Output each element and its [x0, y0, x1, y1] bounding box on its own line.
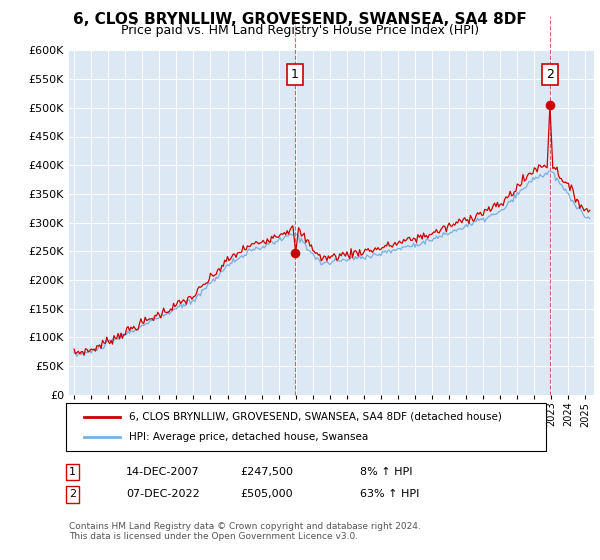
Point [545, 100, 555, 109]
Text: 8% ↑ HPI: 8% ↑ HPI [360, 467, 413, 477]
Text: 1: 1 [69, 467, 76, 477]
Text: 1: 1 [291, 68, 299, 81]
Text: 2: 2 [546, 68, 554, 81]
Point [290, 248, 300, 257]
Text: 14-DEC-2007: 14-DEC-2007 [126, 467, 200, 477]
Text: HPI: Average price, detached house, Swansea: HPI: Average price, detached house, Swan… [129, 432, 368, 442]
Text: 63% ↑ HPI: 63% ↑ HPI [360, 489, 419, 500]
Text: Contains HM Land Registry data © Crown copyright and database right 2024.
This d: Contains HM Land Registry data © Crown c… [69, 522, 421, 542]
Text: £247,500: £247,500 [240, 467, 293, 477]
Text: Price paid vs. HM Land Registry's House Price Index (HPI): Price paid vs. HM Land Registry's House … [121, 24, 479, 37]
Text: 6, CLOS BRYNLLIW, GROVESEND, SWANSEA, SA4 8DF (detached house): 6, CLOS BRYNLLIW, GROVESEND, SWANSEA, SA… [129, 412, 502, 422]
Text: 6, CLOS BRYNLLIW, GROVESEND, SWANSEA, SA4 8DF: 6, CLOS BRYNLLIW, GROVESEND, SWANSEA, SA… [73, 12, 527, 27]
Text: 2: 2 [69, 489, 76, 500]
Text: 07-DEC-2022: 07-DEC-2022 [126, 489, 200, 500]
Text: £505,000: £505,000 [240, 489, 293, 500]
